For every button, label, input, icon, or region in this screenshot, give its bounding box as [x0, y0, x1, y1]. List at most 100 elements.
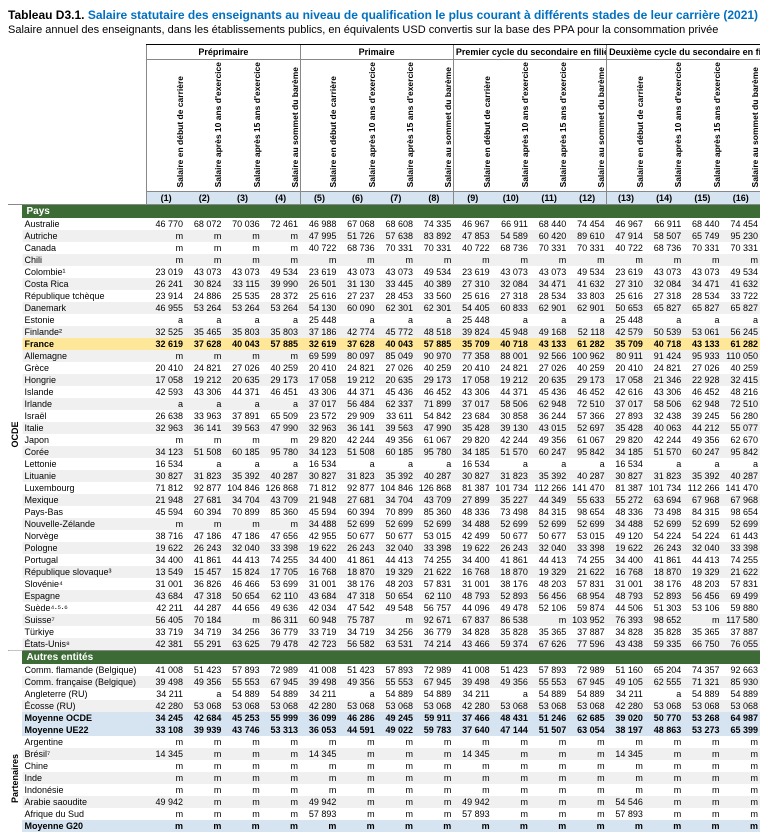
table-row: Nouvelle-Zélandemmmm34 48852 69952 69952…	[8, 518, 760, 530]
group-header-row: Préprimaire Primaire Premier cycle du se…	[8, 45, 760, 60]
country-label: Moyenne G20	[22, 820, 146, 832]
table-row: Pologne19 62226 24332 04033 39819 62226 …	[8, 542, 760, 554]
country-label: Chili	[22, 254, 146, 266]
country-label: Luxembourg	[22, 482, 146, 494]
country-label: Lettonie	[22, 458, 146, 470]
table-row: Chilimmmmmmmmmmmmmmmm	[8, 254, 760, 266]
table-row: Pays-Bas45 59460 39470 89985 36045 59460…	[8, 506, 760, 518]
country-label: Corée	[22, 446, 146, 458]
table-row: Costa Rica26 24130 82433 11539 99026 501…	[8, 278, 760, 290]
country-label: Inde	[22, 772, 146, 784]
country-label: Argentine	[22, 736, 146, 748]
table-row: France32 61937 62840 04357 88532 61937 6…	[8, 338, 760, 350]
salary-table: Préprimaire Primaire Premier cycle du se…	[8, 44, 760, 832]
table-row: Écosse (RU)42 28053 06853 06853 06842 28…	[8, 700, 760, 712]
table-row: Islande42 59343 30644 37146 45143 30644 …	[8, 386, 760, 398]
table-subtitle: Salaire annuel des enseignants, dans les…	[8, 24, 760, 36]
table-row: Indemmmmmmmmmmmmmmmm	[8, 772, 760, 784]
country-label: Portugal	[22, 554, 146, 566]
table-row: République tchèque23 91424 88625 53528 3…	[8, 290, 760, 302]
country-label: Slovénie⁴	[22, 578, 146, 590]
table-row: Lettonie16 534aaa16 534aaa16 534aaa16 53…	[8, 458, 760, 470]
table-row: Afrique du Sudmmmm57 893mmm57 893mmm57 8…	[8, 808, 760, 820]
country-label: Afrique du Sud	[22, 808, 146, 820]
table-row: Estonieaaaa25 448aaa25 448aaa25 448aaa	[8, 314, 760, 326]
table-row: Colombie¹23 01943 07343 07349 53423 6194…	[8, 266, 760, 278]
country-label: Brésil⁷	[22, 748, 146, 760]
country-label: Chine	[22, 760, 146, 772]
country-label: Israël	[22, 410, 146, 422]
table-row: PartenairesArgentinemmmmmmmmmmmmmmmm	[8, 736, 760, 748]
country-label: Japon	[22, 434, 146, 446]
country-label: Pays-Bas	[22, 506, 146, 518]
country-label: Finlande²	[22, 326, 146, 338]
table-row: Israël26 63833 96337 89165 50923 57229 9…	[8, 410, 760, 422]
table-row: Lituanie30 82731 82335 39240 28730 82731…	[8, 470, 760, 482]
country-label: République slovaque³	[22, 566, 146, 578]
country-label: Türkiye	[22, 626, 146, 638]
country-label: Comm. française (Belgique)	[22, 676, 146, 688]
country-label: Suède⁴·⁵·⁶	[22, 602, 146, 614]
country-label: États-Unis⁸	[22, 638, 146, 651]
table-row: Autrichemmmm47 99551 72657 63883 89247 8…	[8, 230, 760, 242]
country-label: Espagne	[22, 590, 146, 602]
table-row: Finlande²32 52535 46535 80335 80337 1864…	[8, 326, 760, 338]
section-header: Autres entités	[8, 651, 760, 665]
country-label: Danemark	[22, 302, 146, 314]
country-label: Australie	[22, 218, 146, 230]
table-row: Espagne43 68447 31850 65462 11043 68447 …	[8, 590, 760, 602]
table-row: Suède⁴·⁵·⁶42 21144 28744 65649 63642 034…	[8, 602, 760, 614]
country-label: Angleterre (RU)	[22, 688, 146, 700]
table-row: Comm. flamande (Belgique)41 00851 42357 …	[8, 664, 760, 676]
country-label: Estonie	[22, 314, 146, 326]
country-label: Comm. flamande (Belgique)	[22, 664, 146, 676]
country-label: Moyenne UE22	[22, 724, 146, 736]
country-label: Colombie¹	[22, 266, 146, 278]
table-row: Norvège38 71647 18647 18647 65642 95550 …	[8, 530, 760, 542]
table-row: Portugal34 40041 86144 41374 25534 40041…	[8, 554, 760, 566]
country-label: Pologne	[22, 542, 146, 554]
table-row: Danemark46 95553 26453 26453 26454 13060…	[8, 302, 760, 314]
country-label: Costa Rica	[22, 278, 146, 290]
table-row: Chinemmmmmmmmmmmmmmmm	[8, 760, 760, 772]
country-label: Autriche	[22, 230, 146, 242]
table-row: Arabie saoudite49 942mmm49 942mmm49 942m…	[8, 796, 760, 808]
section-header: Pays	[8, 205, 760, 219]
table-row: Mexique21 94827 68134 70443 70921 94827 …	[8, 494, 760, 506]
column-number-row: (1)(2)(3)(4) (5)(6)(7)(8) (9)(10)(11)(12…	[8, 192, 760, 205]
table-row: Indonésiemmmmmmmmmmmmmmmm	[8, 784, 760, 796]
country-label: Islande	[22, 386, 146, 398]
table-row: Moyenne G20mmmmmmmmmmmmmmmm	[8, 820, 760, 832]
table-row: Japonmmmm29 82042 24449 35661 06729 8204…	[8, 434, 760, 446]
country-label: Arabie saoudite	[22, 796, 146, 808]
table-row: Luxembourg71 81292 877104 846126 86871 8…	[8, 482, 760, 494]
table-row: Suisse⁷56 40570 184m86 31160 94875 787m9…	[8, 614, 760, 626]
country-label: Grèce	[22, 362, 146, 374]
table-row: Italie32 96336 14139 56347 99032 96336 1…	[8, 422, 760, 434]
table-row: Brésil⁷14 345mmm14 345mmm14 345mmm14 345…	[8, 748, 760, 760]
table-row: Irlandeaaaa37 01756 48462 33771 89937 01…	[8, 398, 760, 410]
table-row: Türkiye33 71934 71934 25636 77933 71934 …	[8, 626, 760, 638]
table-row: Angleterre (RU)34 211a54 88954 88934 211…	[8, 688, 760, 700]
table-row: Grèce20 41024 82127 02640 25920 41024 82…	[8, 362, 760, 374]
country-label: Moyenne OCDE	[22, 712, 146, 724]
country-label: Italie	[22, 422, 146, 434]
country-label: Indonésie	[22, 784, 146, 796]
country-label: France	[22, 338, 146, 350]
table-row: Canadammmm40 72268 73670 33170 33140 722…	[8, 242, 760, 254]
table-row: OCDEAustralie46 77068 07270 03672 46146 …	[8, 218, 760, 230]
table-row: République slovaque³13 54915 45715 82417…	[8, 566, 760, 578]
country-label: République tchèque	[22, 290, 146, 302]
table-row: Allemagnemmmm69 59980 09785 04990 97077 …	[8, 350, 760, 362]
table-row: Slovénie⁴31 00136 82646 46653 69931 0013…	[8, 578, 760, 590]
table-row: Corée34 12351 50860 18595 78034 12351 50…	[8, 446, 760, 458]
country-label: Écosse (RU)	[22, 700, 146, 712]
table-row: Moyenne UE2233 10839 93943 74653 31336 0…	[8, 724, 760, 736]
country-label: Irlande	[22, 398, 146, 410]
country-label: Nouvelle-Zélande	[22, 518, 146, 530]
country-label: Lituanie	[22, 470, 146, 482]
country-label: Mexique	[22, 494, 146, 506]
sub-header-row: Salaire en début de carrière Salaire apr…	[8, 60, 760, 192]
country-label: Canada	[22, 242, 146, 254]
country-label: Suisse⁷	[22, 614, 146, 626]
